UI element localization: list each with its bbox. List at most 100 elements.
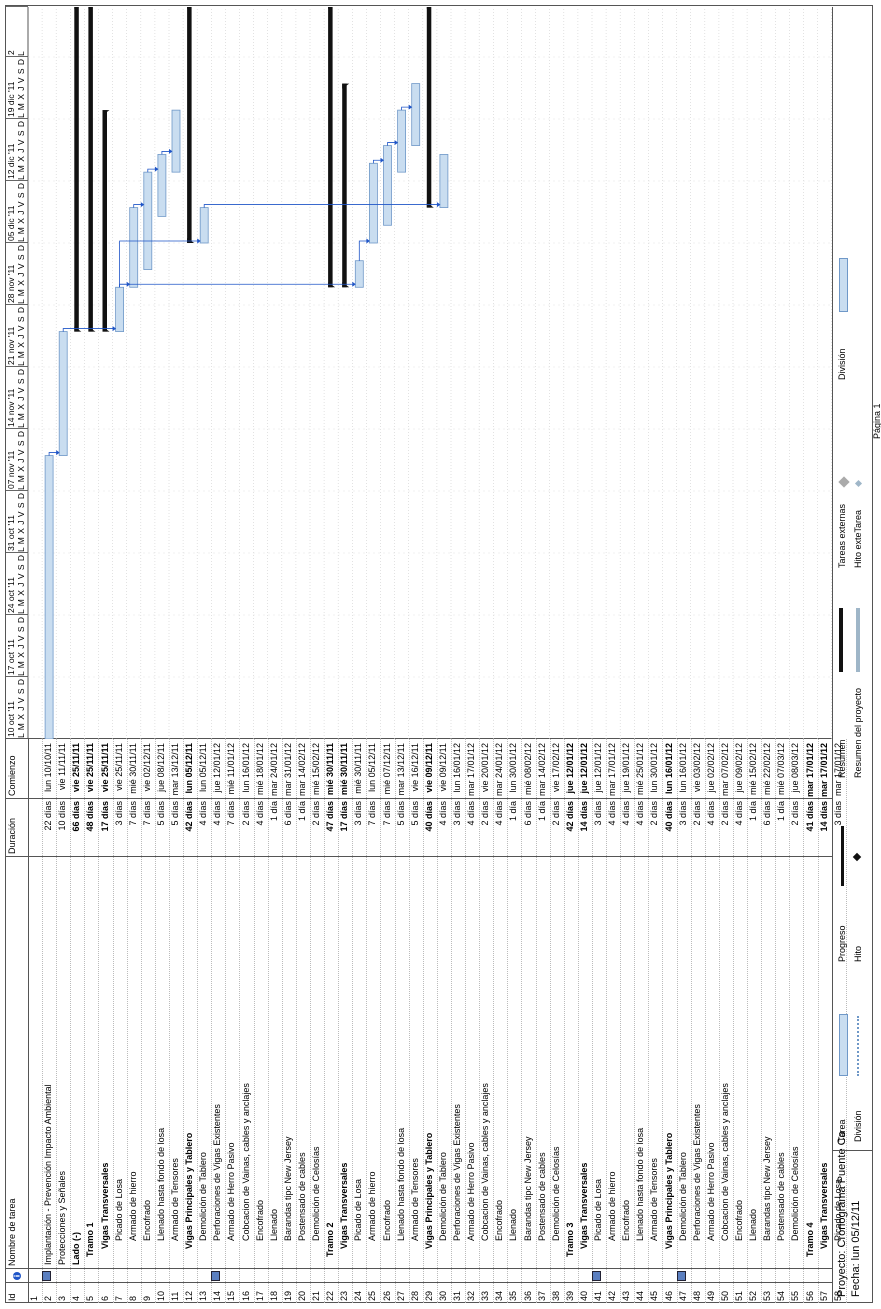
table-row[interactable]: 32 Armado de Herro Pasivo 4 días mar 17/01/… xyxy=(465,739,481,1303)
table-row[interactable]: 5 Tramo 1 48 días vie 25/11/11 xyxy=(84,739,100,1303)
table-row[interactable]: 2 Implantación - Prevención Impacto Ambie… xyxy=(42,739,58,1303)
table-row[interactable]: 9 Encofrado 7 días vie 02/12/11 xyxy=(140,739,156,1303)
row-duration: 5 días xyxy=(170,801,180,826)
table-row[interactable]: 44 Llenado hasta fondo de losa 4 días mié 2… xyxy=(634,739,650,1303)
table-row[interactable]: 20 Postensado de cables 1 día mar 14/02/12 xyxy=(295,739,311,1303)
summary-bar xyxy=(187,7,192,243)
note-icon[interactable] xyxy=(592,1271,601,1281)
table-row[interactable]: 21 Demolición de Celosías 2 días mié 15/02/… xyxy=(310,739,326,1303)
table-row[interactable]: 25 Armado de hierro 7 días lun 05/12/11 xyxy=(366,739,382,1303)
table-row[interactable]: 11 Armado de Tensores 5 días mar 13/12/11 xyxy=(169,739,185,1303)
table-row[interactable]: 50 Cobcacion de Vainas, cables y anclajes… xyxy=(718,739,734,1303)
table-row[interactable]: 51 Encofrado 4 días jue 09/02/12 xyxy=(733,739,749,1303)
table-row[interactable]: 57 Vigas Transversales 14 días mar 17/01/12 xyxy=(817,739,833,1303)
row-duration: 4 días xyxy=(254,801,265,826)
table-row[interactable]: 46 Vigas Principales y Tablero 40 días lun … xyxy=(662,739,678,1303)
table-row[interactable]: 56 Tramo 4 41 días mar 17/01/12 xyxy=(803,739,819,1303)
table-row[interactable]: 41 Picado de Losa 3 días jue 12/01/12 xyxy=(592,739,608,1303)
table-row[interactable]: 22 Tramo 2 47 días mié 30/11/11 xyxy=(324,739,340,1303)
header-indicator[interactable] xyxy=(6,1269,28,1283)
table-row[interactable]: 36 Barandas tipc New Jersey 6 días mié 08/0… xyxy=(521,739,537,1303)
dependency-arrow xyxy=(140,202,145,208)
table-row[interactable]: 6 Vigas Transversales 17 días vie 25/11/11 xyxy=(98,739,114,1303)
table-row[interactable]: 16 Cobcacion de Vainas, cables y anclajes… xyxy=(239,739,255,1303)
table-row[interactable]: 30 Demolición de Tablero 4 días vie 09/12/1… xyxy=(436,739,452,1303)
table-row[interactable]: 8 Armado de hierro 7 días mié 30/11/11 xyxy=(126,739,142,1303)
row-task-name: Encofrado xyxy=(734,1199,744,1241)
header-id[interactable]: Id xyxy=(7,1293,17,1301)
note-icon[interactable] xyxy=(676,1271,686,1281)
table-row[interactable]: 14 Perforaciones de Vigas Existentes 4 día… xyxy=(211,739,227,1303)
row-id: 1 xyxy=(29,1295,39,1301)
table-row[interactable]: 47 Demolición de Tablero 3 días lun 16/01/1… xyxy=(676,739,692,1303)
row-duration: 1 día xyxy=(748,801,759,822)
table-row[interactable]: 1 xyxy=(28,739,44,1303)
header-start[interactable]: Comienzo xyxy=(7,755,17,796)
table-row[interactable]: 7 Picado de Losa 3 días vie 25/11/11 xyxy=(112,739,128,1303)
dependency-arrow xyxy=(154,166,159,172)
dependency-arrow xyxy=(366,238,370,244)
table-row[interactable]: 19 Barandas tipc New Jersey 6 días mar 31/0… xyxy=(281,739,297,1303)
table-row[interactable]: 42 Armado de hierro 4 días mar 17/01/12 xyxy=(606,739,622,1303)
table-row[interactable]: 35 Llenado 1 día lun 30/01/12 xyxy=(507,739,523,1303)
table-row[interactable]: 17 Encofrado 4 días mié 18/01/12 xyxy=(253,739,269,1303)
table-row[interactable]: 13 Demolición de Tablero 4 días lun 05/12/1… xyxy=(197,739,213,1303)
row-duration: 3 días xyxy=(677,801,688,826)
row-task-name: Protecciones y Señales xyxy=(57,1170,68,1265)
table-row[interactable]: 40 Vigas Transversales 14 días jue 12/01/12 xyxy=(577,739,593,1303)
note-icon[interactable] xyxy=(211,1271,221,1281)
table-row[interactable]: 27 Llenado hasta fondo de losa 5 días mar 1… xyxy=(394,739,410,1303)
header-duration[interactable]: Duración xyxy=(7,817,17,854)
table-row[interactable]: 12 Vigas Principales y Tablero 42 días lun … xyxy=(183,739,199,1303)
table-row[interactable]: 18 Llenado 1 día mar 24/01/12 xyxy=(267,739,283,1303)
table-row[interactable]: 39 Tramo 3 42 días jue 12/01/12 xyxy=(563,739,579,1303)
table-row[interactable]: 33 Cobcacion de Vainas, cables y anclajes… xyxy=(479,739,495,1303)
header-task-name[interactable]: Nombre de tarea xyxy=(7,1198,17,1266)
legend-external-milestone-swatch xyxy=(854,479,863,488)
table-row[interactable]: 26 Encofrado 7 días mié 07/12/11 xyxy=(380,739,396,1303)
table-row[interactable]: 48 Perforaciones de Vigas Existentes 2 día… xyxy=(690,739,706,1303)
row-task-name: Armado de hierro xyxy=(367,1171,378,1241)
table-row[interactable]: 37 Postensado de cables 1 día mar 14/02/12 xyxy=(535,739,551,1303)
table-row[interactable]: 23 Vigas Transversales 17 días mié 30/11/11 xyxy=(338,739,354,1303)
table-row[interactable]: 52 Llenado 1 día mié 15/02/12 xyxy=(747,739,763,1303)
gantt-chart: 10 oct '11 L M X J V S D 17 oct '11 L M X J… xyxy=(6,6,832,739)
legend-split-label: División xyxy=(853,1110,863,1142)
table-row[interactable]: 38 Demolición de Celosías 2 días vie 17/02/… xyxy=(549,739,565,1303)
row-start: mié 30/11/11 xyxy=(325,743,336,796)
table-row[interactable]: 53 Barandas tipc New Jersey 6 días mié 22/0… xyxy=(761,739,777,1303)
table-row[interactable]: 28 Armado de Tensores 5 días vie 16/12/11 xyxy=(408,739,424,1303)
table-row[interactable]: 43 Encofrado 4 días jue 19/01/12 xyxy=(620,739,636,1303)
table-row[interactable]: 24 Picado de Losa 3 días mié 30/11/11 xyxy=(352,739,368,1303)
row-task-name: Barandas tipc New Jersey xyxy=(282,1136,293,1241)
row-id: 40 xyxy=(578,1290,589,1301)
legend-split-swatch xyxy=(857,1016,859,1076)
table-row[interactable]: 45 Armado de Tensores 2 días lun 30/01/12 xyxy=(648,739,664,1303)
table-row[interactable]: 10 Llenado hasta fondo de losa 5 días jue 0… xyxy=(154,739,170,1303)
row-task-name: Tramo 2 xyxy=(325,1222,336,1257)
table-row[interactable]: 15 Armado de Herro Pasivo 7 días mié 11/01/… xyxy=(225,739,241,1303)
table-row[interactable]: 54 Postensado de cables 1 día mié 07/03/12 xyxy=(775,739,791,1303)
row-duration: 7 días xyxy=(381,801,392,826)
row-duration: 10 días xyxy=(57,801,68,831)
table-row[interactable]: 29 Vigas Principales y Tablero 40 días vie … xyxy=(422,739,438,1303)
row-start: mar 07/02/12 xyxy=(719,743,730,797)
row-start: jue 19/01/12 xyxy=(621,743,632,793)
table-row[interactable]: 4 Lado (-) 66 días vie 25/11/11 xyxy=(70,739,86,1303)
note-icon[interactable] xyxy=(42,1271,52,1281)
table-row[interactable]: 31 Perforaciones de Vigas Existentes 3 día… xyxy=(451,739,467,1303)
table-row[interactable]: 49 Armado de Herro Pasivo 4 días jue 02/02/… xyxy=(704,739,720,1303)
row-id: 7 xyxy=(113,1295,124,1301)
row-start: mar 24/01/12 xyxy=(268,743,279,797)
row-task-name: Cobcacion de Vainas, cables y anclajes xyxy=(240,1083,251,1241)
row-id: 14 xyxy=(212,1290,223,1301)
legend-split2-label: División xyxy=(837,348,847,380)
row-id: 19 xyxy=(282,1290,293,1301)
table-row[interactable]: 34 Encofrado 4 días mar 24/01/12 xyxy=(493,739,509,1303)
row-duration: 40 días xyxy=(663,801,674,832)
table-row[interactable]: 55 Demolición de Celosías 2 días jue 08/03/… xyxy=(789,739,805,1303)
row-task-name: Demolición de Tablero xyxy=(677,1152,688,1241)
row-id: 32 xyxy=(466,1290,477,1301)
table-row[interactable]: 3 Protecciones y Señales 10 días vie 11/11/… xyxy=(56,739,72,1303)
